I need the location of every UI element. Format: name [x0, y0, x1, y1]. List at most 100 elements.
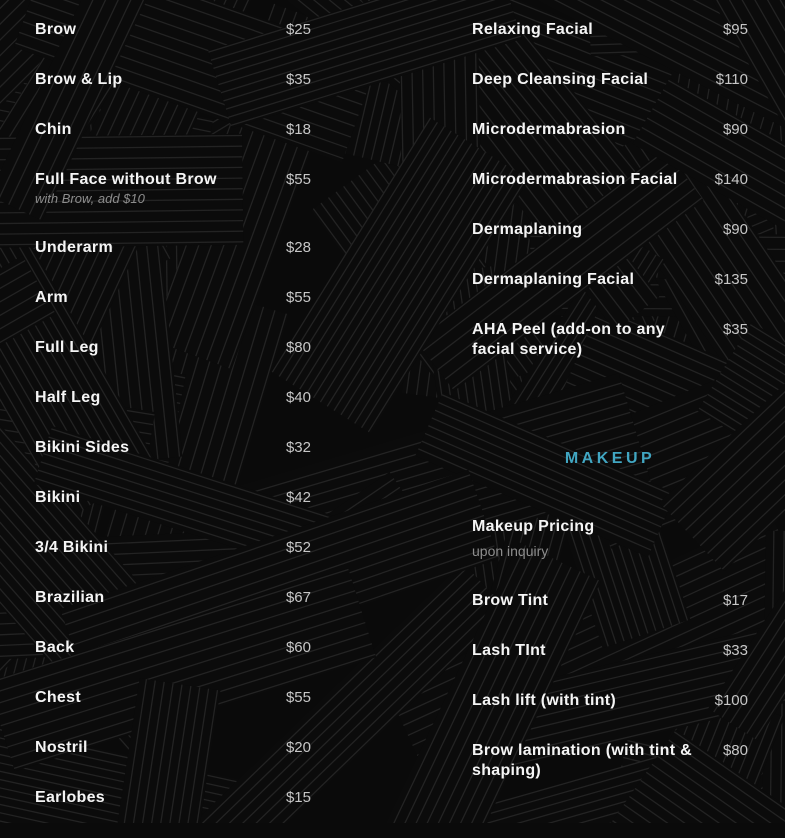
service-price: $15 — [285, 789, 311, 806]
price-list-item: Deep Cleansing Facial $110 — [472, 70, 748, 90]
price-list-item: Full Face without Brow with Brow, add $1… — [35, 170, 311, 208]
service-price: $18 — [285, 121, 311, 138]
price-list-item: Earlobes $15 — [35, 788, 311, 808]
service-name: Makeup Pricing — [472, 518, 595, 535]
service-note: upon inquiry — [472, 543, 549, 559]
facial-price-list: Relaxing Facial $95 Deep Cleansing Facia… — [472, 20, 748, 360]
price-list-item: Microdermabrasion $90 — [472, 120, 748, 140]
service-name: Full Face without Brow — [35, 171, 217, 188]
service-price: $55 — [285, 689, 311, 706]
service-text: Microdermabrasion Facial — [472, 170, 678, 190]
service-text: Dermaplaning — [472, 220, 582, 240]
price-list-item: Makeup Pricing upon inquiry — [472, 517, 748, 561]
service-price: $55 — [285, 289, 311, 306]
service-price: $17 — [722, 592, 748, 609]
price-list-item: Brow Tint $17 — [472, 591, 748, 611]
price-list-item: Relaxing Facial $95 — [472, 20, 748, 40]
price-list-item: 3/4 Bikini $52 — [35, 538, 311, 558]
service-text: Full Leg — [35, 338, 99, 358]
service-text: Chest — [35, 688, 81, 708]
service-text: Arm — [35, 288, 68, 308]
service-name: Deep Cleansing Facial — [472, 71, 649, 88]
service-text: Brow — [35, 20, 76, 40]
price-list-item: Brazilian $67 — [35, 588, 311, 608]
service-name: Half Leg — [35, 389, 101, 406]
service-price: $90 — [722, 221, 748, 238]
service-text: Chin — [35, 120, 72, 140]
price-list-item: Nostril $20 — [35, 738, 311, 758]
service-text: Half Leg — [35, 388, 101, 408]
service-text: Back — [35, 638, 74, 658]
service-text: Lash TInt — [472, 641, 546, 661]
service-price: $25 — [285, 21, 311, 38]
service-name: Full Leg — [35, 339, 99, 356]
service-text: 3/4 Bikini — [35, 538, 108, 558]
service-text: Earlobes — [35, 788, 105, 808]
waxing-price-list: Brow $25 Brow & Lip $35 Chin $18 Full Fa… — [35, 20, 311, 808]
service-price: $80 — [285, 339, 311, 356]
service-name: Microdermabrasion — [472, 121, 626, 138]
price-list-item: Brow $25 — [35, 20, 311, 40]
price-list-item: Lash lift (with tint) $100 — [472, 691, 748, 711]
service-name: Underarm — [35, 239, 113, 256]
service-price: $95 — [722, 21, 748, 38]
service-name: Brazilian — [35, 589, 105, 606]
service-price: $20 — [285, 739, 311, 756]
service-text: Nostril — [35, 738, 88, 758]
service-name: Brow — [35, 21, 77, 38]
service-text: Makeup Pricing upon inquiry — [472, 517, 594, 561]
service-name: Bikini Sides — [35, 439, 130, 456]
service-name: Dermaplaning — [472, 221, 583, 238]
service-price: $110 — [715, 71, 748, 88]
service-price: $67 — [285, 589, 311, 606]
service-name: Earlobes — [35, 789, 105, 806]
price-list-item: Dermaplaning Facial $135 — [472, 270, 748, 290]
service-price: $33 — [722, 642, 748, 659]
price-list-item: Microdermabrasion Facial $140 — [472, 170, 748, 190]
service-price: $90 — [722, 121, 748, 138]
waxing-prices-column: Brow $25 Brow & Lip $35 Chin $18 Full Fa… — [35, 20, 311, 838]
service-text: Brazilian — [35, 588, 104, 608]
price-list-item: Chin $18 — [35, 120, 311, 140]
service-text: Brow lamination (with tint & shaping) — [472, 741, 704, 781]
price-list-item: Bikini $42 — [35, 488, 311, 508]
service-note: with Brow, add $10 — [35, 191, 145, 206]
price-list-item: AHA Peel (add-on to any facial service) … — [472, 320, 748, 360]
service-price: $35 — [285, 71, 311, 88]
service-price: $28 — [285, 239, 311, 256]
service-price: $100 — [714, 692, 748, 709]
service-text: Microdermabrasion — [472, 120, 626, 140]
service-name: Brow Tint — [472, 592, 549, 609]
service-text: Underarm — [35, 238, 113, 258]
service-price: $32 — [285, 439, 311, 456]
price-list-item: Brow & Lip $35 — [35, 70, 311, 90]
service-text: Dermaplaning Facial — [472, 270, 634, 290]
price-list-item: Chest $55 — [35, 688, 311, 708]
service-text: Bikini — [35, 488, 80, 508]
service-name: Bikini — [35, 489, 81, 506]
service-price: $35 — [722, 321, 748, 338]
service-text: Deep Cleansing Facial — [472, 70, 648, 90]
service-text: Bikini Sides — [35, 438, 129, 458]
price-list-item: Dermaplaning $90 — [472, 220, 748, 240]
service-text: AHA Peel (add-on to any facial service) — [472, 320, 704, 360]
service-name: Arm — [35, 289, 68, 306]
price-list-item: Half Leg $40 — [35, 388, 311, 408]
price-list-item: Arm $55 — [35, 288, 311, 308]
service-text: Lash lift (with tint) — [472, 691, 616, 711]
price-list-item: Full Leg $80 — [35, 338, 311, 358]
service-text: Full Face without Brow with Brow, add $1… — [35, 170, 217, 208]
makeup-section-heading: MAKEUP — [564, 450, 656, 467]
service-text: Brow Tint — [472, 591, 548, 611]
price-list-item: Bikini Sides $32 — [35, 438, 311, 458]
service-price: $40 — [285, 389, 311, 406]
service-name: Relaxing Facial — [472, 21, 593, 38]
service-name: Chin — [35, 121, 72, 138]
service-name: Lash lift (with tint) — [472, 692, 617, 709]
service-name: Brow & Lip — [35, 71, 123, 88]
service-text: Relaxing Facial — [472, 20, 593, 40]
service-name: Chest — [35, 689, 81, 706]
facial-makeup-column: Relaxing Facial $95 Deep Cleansing Facia… — [472, 20, 748, 811]
service-name: Nostril — [35, 739, 88, 756]
service-name: Microdermabrasion Facial — [472, 171, 678, 188]
